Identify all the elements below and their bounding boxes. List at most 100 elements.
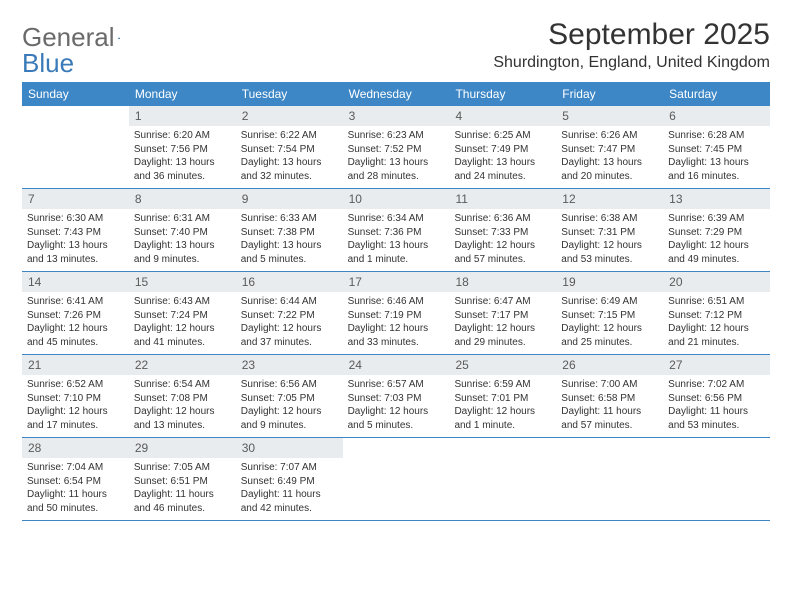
day-body: Sunrise: 6:25 AMSunset: 7:49 PMDaylight:… <box>449 126 556 188</box>
daylight-text: Daylight: 12 hours and 53 minutes. <box>561 239 658 266</box>
day-number: 18 <box>449 272 556 292</box>
sunrise-text: Sunrise: 6:28 AM <box>668 129 765 143</box>
daylight-text: Daylight: 13 hours and 24 minutes. <box>454 156 551 183</box>
day-header-mon: Monday <box>129 82 236 106</box>
sunrise-text: Sunrise: 6:52 AM <box>27 378 124 392</box>
sunset-text: Sunset: 7:01 PM <box>454 392 551 406</box>
day-cell: 30Sunrise: 7:07 AMSunset: 6:49 PMDayligh… <box>236 438 343 520</box>
day-number: 21 <box>22 355 129 375</box>
day-body: Sunrise: 6:30 AMSunset: 7:43 PMDaylight:… <box>22 209 129 271</box>
day-body: Sunrise: 6:28 AMSunset: 7:45 PMDaylight:… <box>663 126 770 188</box>
daylight-text: Daylight: 13 hours and 36 minutes. <box>134 156 231 183</box>
sunset-text: Sunset: 7:24 PM <box>134 309 231 323</box>
sunset-text: Sunset: 6:51 PM <box>134 475 231 489</box>
sunset-text: Sunset: 7:29 PM <box>668 226 765 240</box>
day-header-sat: Saturday <box>663 82 770 106</box>
sunset-text: Sunset: 7:10 PM <box>27 392 124 406</box>
day-body: Sunrise: 7:07 AMSunset: 6:49 PMDaylight:… <box>236 458 343 520</box>
day-cell: 24Sunrise: 6:57 AMSunset: 7:03 PMDayligh… <box>343 355 450 437</box>
day-number: 3 <box>343 106 450 126</box>
day-number: 17 <box>343 272 450 292</box>
daylight-text: Daylight: 12 hours and 21 minutes. <box>668 322 765 349</box>
day-cell: 21Sunrise: 6:52 AMSunset: 7:10 PMDayligh… <box>22 355 129 437</box>
daylight-text: Daylight: 13 hours and 32 minutes. <box>241 156 338 183</box>
day-header-fri: Friday <box>556 82 663 106</box>
day-body: Sunrise: 6:59 AMSunset: 7:01 PMDaylight:… <box>449 375 556 437</box>
daylight-text: Daylight: 11 hours and 53 minutes. <box>668 405 765 432</box>
day-number: 29 <box>129 438 236 458</box>
daylight-text: Daylight: 13 hours and 16 minutes. <box>668 156 765 183</box>
day-cell: 23Sunrise: 6:56 AMSunset: 7:05 PMDayligh… <box>236 355 343 437</box>
day-number: 20 <box>663 272 770 292</box>
day-cell <box>449 438 556 520</box>
sunrise-text: Sunrise: 6:34 AM <box>348 212 445 226</box>
daylight-text: Daylight: 13 hours and 5 minutes. <box>241 239 338 266</box>
day-body: Sunrise: 6:52 AMSunset: 7:10 PMDaylight:… <box>22 375 129 437</box>
day-body: Sunrise: 7:04 AMSunset: 6:54 PMDaylight:… <box>22 458 129 520</box>
day-body: Sunrise: 6:43 AMSunset: 7:24 PMDaylight:… <box>129 292 236 354</box>
day-number: 12 <box>556 189 663 209</box>
day-cell: 19Sunrise: 6:49 AMSunset: 7:15 PMDayligh… <box>556 272 663 354</box>
day-number: 22 <box>129 355 236 375</box>
day-body: Sunrise: 6:51 AMSunset: 7:12 PMDaylight:… <box>663 292 770 354</box>
day-number: 15 <box>129 272 236 292</box>
day-number: 30 <box>236 438 343 458</box>
sunrise-text: Sunrise: 6:20 AM <box>134 129 231 143</box>
day-cell: 11Sunrise: 6:36 AMSunset: 7:33 PMDayligh… <box>449 189 556 271</box>
sunrise-text: Sunrise: 7:04 AM <box>27 461 124 475</box>
day-number: 1 <box>129 106 236 126</box>
sunset-text: Sunset: 7:19 PM <box>348 309 445 323</box>
logo-blue-wrap: Blue <box>22 48 74 79</box>
day-body: Sunrise: 6:38 AMSunset: 7:31 PMDaylight:… <box>556 209 663 271</box>
day-number: 2 <box>236 106 343 126</box>
sunrise-text: Sunrise: 6:57 AM <box>348 378 445 392</box>
sunrise-text: Sunrise: 6:41 AM <box>27 295 124 309</box>
sunrise-text: Sunrise: 6:49 AM <box>561 295 658 309</box>
week-row: 14Sunrise: 6:41 AMSunset: 7:26 PMDayligh… <box>22 272 770 355</box>
daylight-text: Daylight: 12 hours and 57 minutes. <box>454 239 551 266</box>
day-number: 26 <box>556 355 663 375</box>
sunrise-text: Sunrise: 6:51 AM <box>668 295 765 309</box>
day-cell: 20Sunrise: 6:51 AMSunset: 7:12 PMDayligh… <box>663 272 770 354</box>
day-headers-row: Sunday Monday Tuesday Wednesday Thursday… <box>22 82 770 106</box>
day-cell <box>663 438 770 520</box>
sunset-text: Sunset: 7:36 PM <box>348 226 445 240</box>
day-number: 4 <box>449 106 556 126</box>
day-cell: 25Sunrise: 6:59 AMSunset: 7:01 PMDayligh… <box>449 355 556 437</box>
day-body: Sunrise: 6:34 AMSunset: 7:36 PMDaylight:… <box>343 209 450 271</box>
day-cell: 29Sunrise: 7:05 AMSunset: 6:51 PMDayligh… <box>129 438 236 520</box>
calendar: Sunday Monday Tuesday Wednesday Thursday… <box>22 82 770 521</box>
day-cell: 12Sunrise: 6:38 AMSunset: 7:31 PMDayligh… <box>556 189 663 271</box>
daylight-text: Daylight: 12 hours and 5 minutes. <box>348 405 445 432</box>
sunset-text: Sunset: 7:45 PM <box>668 143 765 157</box>
day-cell: 17Sunrise: 6:46 AMSunset: 7:19 PMDayligh… <box>343 272 450 354</box>
day-body: Sunrise: 6:26 AMSunset: 7:47 PMDaylight:… <box>556 126 663 188</box>
daylight-text: Daylight: 11 hours and 42 minutes. <box>241 488 338 515</box>
sunset-text: Sunset: 6:54 PM <box>27 475 124 489</box>
day-number: 11 <box>449 189 556 209</box>
daylight-text: Daylight: 12 hours and 37 minutes. <box>241 322 338 349</box>
day-number: 28 <box>22 438 129 458</box>
day-body: Sunrise: 6:54 AMSunset: 7:08 PMDaylight:… <box>129 375 236 437</box>
location-text: Shurdington, England, United Kingdom <box>493 54 770 72</box>
day-body: Sunrise: 6:56 AMSunset: 7:05 PMDaylight:… <box>236 375 343 437</box>
day-cell <box>22 106 129 188</box>
day-cell: 16Sunrise: 6:44 AMSunset: 7:22 PMDayligh… <box>236 272 343 354</box>
day-cell: 9Sunrise: 6:33 AMSunset: 7:38 PMDaylight… <box>236 189 343 271</box>
sunset-text: Sunset: 7:33 PM <box>454 226 551 240</box>
day-body: Sunrise: 6:47 AMSunset: 7:17 PMDaylight:… <box>449 292 556 354</box>
day-cell: 6Sunrise: 6:28 AMSunset: 7:45 PMDaylight… <box>663 106 770 188</box>
day-body: Sunrise: 6:39 AMSunset: 7:29 PMDaylight:… <box>663 209 770 271</box>
day-cell: 5Sunrise: 6:26 AMSunset: 7:47 PMDaylight… <box>556 106 663 188</box>
day-body: Sunrise: 7:00 AMSunset: 6:58 PMDaylight:… <box>556 375 663 437</box>
day-body: Sunrise: 6:41 AMSunset: 7:26 PMDaylight:… <box>22 292 129 354</box>
day-cell <box>343 438 450 520</box>
sunrise-text: Sunrise: 6:47 AM <box>454 295 551 309</box>
day-cell: 27Sunrise: 7:02 AMSunset: 6:56 PMDayligh… <box>663 355 770 437</box>
sunset-text: Sunset: 6:56 PM <box>668 392 765 406</box>
day-body: Sunrise: 6:22 AMSunset: 7:54 PMDaylight:… <box>236 126 343 188</box>
sunrise-text: Sunrise: 6:56 AM <box>241 378 338 392</box>
week-row: 7Sunrise: 6:30 AMSunset: 7:43 PMDaylight… <box>22 189 770 272</box>
sunset-text: Sunset: 7:52 PM <box>348 143 445 157</box>
day-cell: 14Sunrise: 6:41 AMSunset: 7:26 PMDayligh… <box>22 272 129 354</box>
